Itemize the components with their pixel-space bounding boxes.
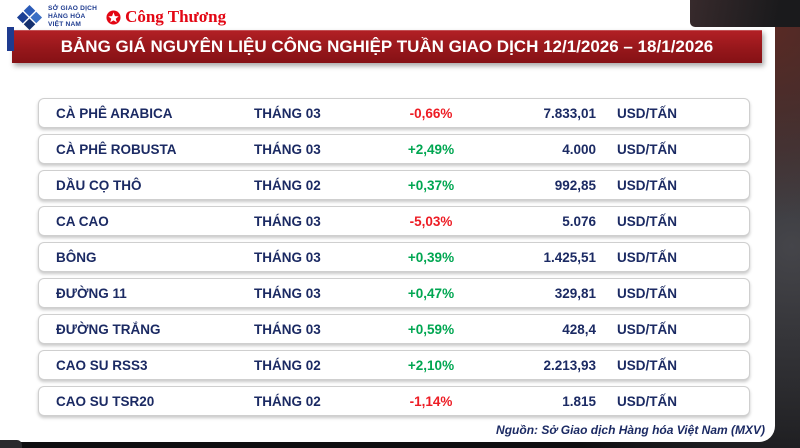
- table-row: DẦU CỌ THÔ THÁNG 02 +0,37% 992,85 USD/TẤ…: [38, 170, 750, 200]
- table-row: CAO SU TSR20 THÁNG 02 -1,14% 1.815 USD/T…: [38, 386, 750, 416]
- commodity-name: CÀ PHÊ ROBUSTA: [56, 141, 177, 157]
- table-row: CÀ PHÊ ROBUSTA THÁNG 03 +2,49% 4.000 USD…: [38, 134, 750, 164]
- page-title: BẢNG GIÁ NGUYÊN LIỆU CÔNG NGHIỆP TUẦN GI…: [60, 36, 714, 56]
- price-value: 992,85: [554, 177, 596, 193]
- mxv-diamond-icon: [16, 4, 43, 30]
- contract-month: THÁNG 02: [254, 357, 321, 373]
- contract-month: THÁNG 03: [254, 285, 321, 301]
- percent-change: +2,49%: [407, 141, 455, 157]
- photo-backdrop-top-right: [690, 0, 800, 27]
- mxv-logo-line3: VIỆT NAM: [48, 20, 82, 28]
- percent-change: +0,39%: [407, 249, 455, 265]
- price-value: 5.076: [562, 213, 596, 229]
- price-unit: USD/TẤN: [617, 357, 677, 373]
- price-table: CÀ PHÊ ARABICA THÁNG 03 -0,66% 7.833,01 …: [0, 98, 775, 422]
- price-value: 7.833,01: [543, 105, 596, 121]
- title-banner: BẢNG GIÁ NGUYÊN LIỆU CÔNG NGHIỆP TUẦN GI…: [7, 27, 762, 63]
- mxv-logo-line2: HÀNG HÓA: [48, 13, 86, 21]
- commodity-name: DẦU CỌ THÔ: [56, 177, 142, 193]
- contract-month: THÁNG 03: [254, 249, 321, 265]
- table-row: ĐƯỜNG TRẮNG THÁNG 03 +0,59% 428,4 USD/TẤ…: [38, 314, 750, 344]
- mxv-logo-line1: SỞ GIAO DỊCH: [48, 5, 98, 13]
- content-card: SỞ GIAO DỊCH HÀNG HÓA VIỆT NAM Công Thươ…: [0, 0, 775, 442]
- commodity-name: CA CAO: [56, 213, 109, 229]
- percent-change: -1,14%: [409, 393, 453, 409]
- contract-month: THÁNG 03: [254, 141, 321, 157]
- commodity-name: ĐƯỜNG TRẮNG: [56, 321, 161, 337]
- price-unit: USD/TẤN: [617, 141, 677, 157]
- percent-change: +0,47%: [407, 285, 455, 301]
- contract-month: THÁNG 03: [254, 213, 321, 229]
- percent-change: +0,37%: [407, 177, 455, 193]
- percent-change: -5,03%: [409, 213, 453, 229]
- percent-change: +2,10%: [407, 357, 455, 373]
- price-unit: USD/TẤN: [617, 285, 677, 301]
- price-value: 2.213,93: [543, 357, 596, 373]
- table-row: CAO SU RSS3 THÁNG 02 +2,10% 2.213,93 USD…: [38, 350, 750, 380]
- price-unit: USD/TẤN: [617, 321, 677, 337]
- percent-change: +0,59%: [407, 321, 455, 337]
- mxv-logo-text: SỞ GIAO DỊCH HÀNG HÓA VIỆT NAM: [48, 5, 97, 29]
- price-unit: USD/TẤN: [617, 105, 677, 121]
- contract-month: THÁNG 02: [254, 393, 321, 409]
- price-value: 1.425,51: [543, 249, 596, 265]
- price-value: 329,81: [554, 285, 596, 301]
- price-unit: USD/TẤN: [617, 393, 677, 409]
- table-row: CÀ PHÊ ARABICA THÁNG 03 -0,66% 7.833,01 …: [38, 98, 750, 128]
- logo-bar: SỞ GIAO DỊCH HÀNG HÓA VIỆT NAM Công Thươ…: [16, 2, 226, 32]
- congthuong-emblem-icon: [106, 9, 121, 25]
- table-row: ĐƯỜNG 11 THÁNG 03 +0,47% 329,81 USD/TẤN: [38, 278, 750, 308]
- table-row: BÔNG THÁNG 03 +0,39% 1.425,51 USD/TẤN: [38, 242, 750, 272]
- price-value: 4.000: [562, 141, 596, 157]
- commodity-name: CAO SU TSR20: [56, 393, 155, 409]
- commodity-name: BÔNG: [56, 249, 97, 265]
- percent-change: -0,66%: [409, 105, 453, 121]
- price-unit: USD/TẤN: [617, 249, 677, 265]
- commodity-name: ĐƯỜNG 11: [56, 285, 127, 301]
- source-note: Nguồn: Sở Giao dịch Hàng hóa Việt Nam (M…: [496, 423, 765, 437]
- commodity-name: CÀ PHÊ ARABICA: [56, 105, 173, 121]
- contract-month: THÁNG 02: [254, 177, 321, 193]
- price-unit: USD/TẤN: [617, 177, 677, 193]
- price-unit: USD/TẤN: [617, 213, 677, 229]
- congthuong-logo-text: Công Thương: [125, 7, 227, 26]
- contract-month: THÁNG 03: [254, 105, 321, 121]
- price-value: 428,4: [562, 321, 596, 337]
- photo-backdrop-bottom-left: [0, 440, 22, 448]
- contract-month: THÁNG 03: [254, 321, 321, 337]
- mxv-logo: SỞ GIAO DỊCH HÀNG HÓA VIỆT NAM: [16, 4, 97, 31]
- commodity-name: CAO SU RSS3: [56, 357, 148, 373]
- price-value: 1.815: [562, 393, 596, 409]
- table-row: CA CAO THÁNG 03 -5,03% 5.076 USD/TẤN: [38, 206, 750, 236]
- congthuong-logo: Công Thương: [106, 7, 226, 27]
